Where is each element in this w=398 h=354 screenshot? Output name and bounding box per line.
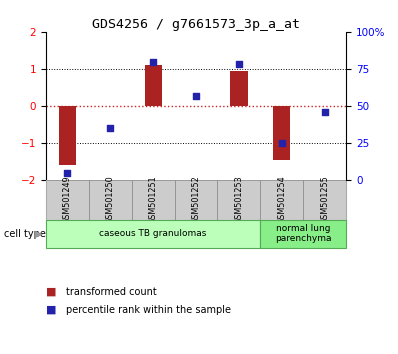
Bar	[175, 180, 217, 220]
Text: GSM501249: GSM501249	[63, 176, 72, 224]
Text: ▶: ▶	[35, 229, 43, 239]
Text: ■: ■	[46, 287, 56, 297]
Point	[150, 59, 156, 64]
Title: GDS4256 / g7661573_3p_a_at: GDS4256 / g7661573_3p_a_at	[92, 18, 300, 31]
Text: transformed count: transformed count	[66, 287, 156, 297]
Point	[64, 170, 70, 176]
Bar	[132, 180, 175, 220]
Bar	[89, 180, 132, 220]
Text: GSM501253: GSM501253	[234, 176, 244, 224]
Text: cell type: cell type	[4, 229, 46, 239]
Bar	[273, 106, 291, 160]
Point	[193, 93, 199, 98]
Text: caseous TB granulomas: caseous TB granulomas	[100, 229, 207, 238]
Bar	[46, 180, 89, 220]
Point	[107, 125, 113, 131]
Text: GSM501251: GSM501251	[148, 176, 158, 224]
Text: ■: ■	[46, 305, 56, 315]
Point	[236, 62, 242, 67]
Text: normal lung
parenchyma: normal lung parenchyma	[275, 224, 332, 244]
Text: GSM501254: GSM501254	[277, 176, 287, 224]
Point	[322, 109, 328, 115]
Text: GSM501250: GSM501250	[105, 176, 115, 224]
Text: GSM501252: GSM501252	[191, 176, 201, 224]
Bar	[144, 65, 162, 106]
Bar	[260, 220, 346, 248]
Point	[279, 140, 285, 146]
Bar	[217, 180, 260, 220]
Text: percentile rank within the sample: percentile rank within the sample	[66, 305, 231, 315]
Text: GSM501255: GSM501255	[320, 176, 329, 224]
Bar	[46, 220, 260, 248]
Bar	[303, 180, 346, 220]
Bar	[59, 106, 76, 165]
Bar	[260, 180, 303, 220]
Bar	[230, 71, 248, 106]
